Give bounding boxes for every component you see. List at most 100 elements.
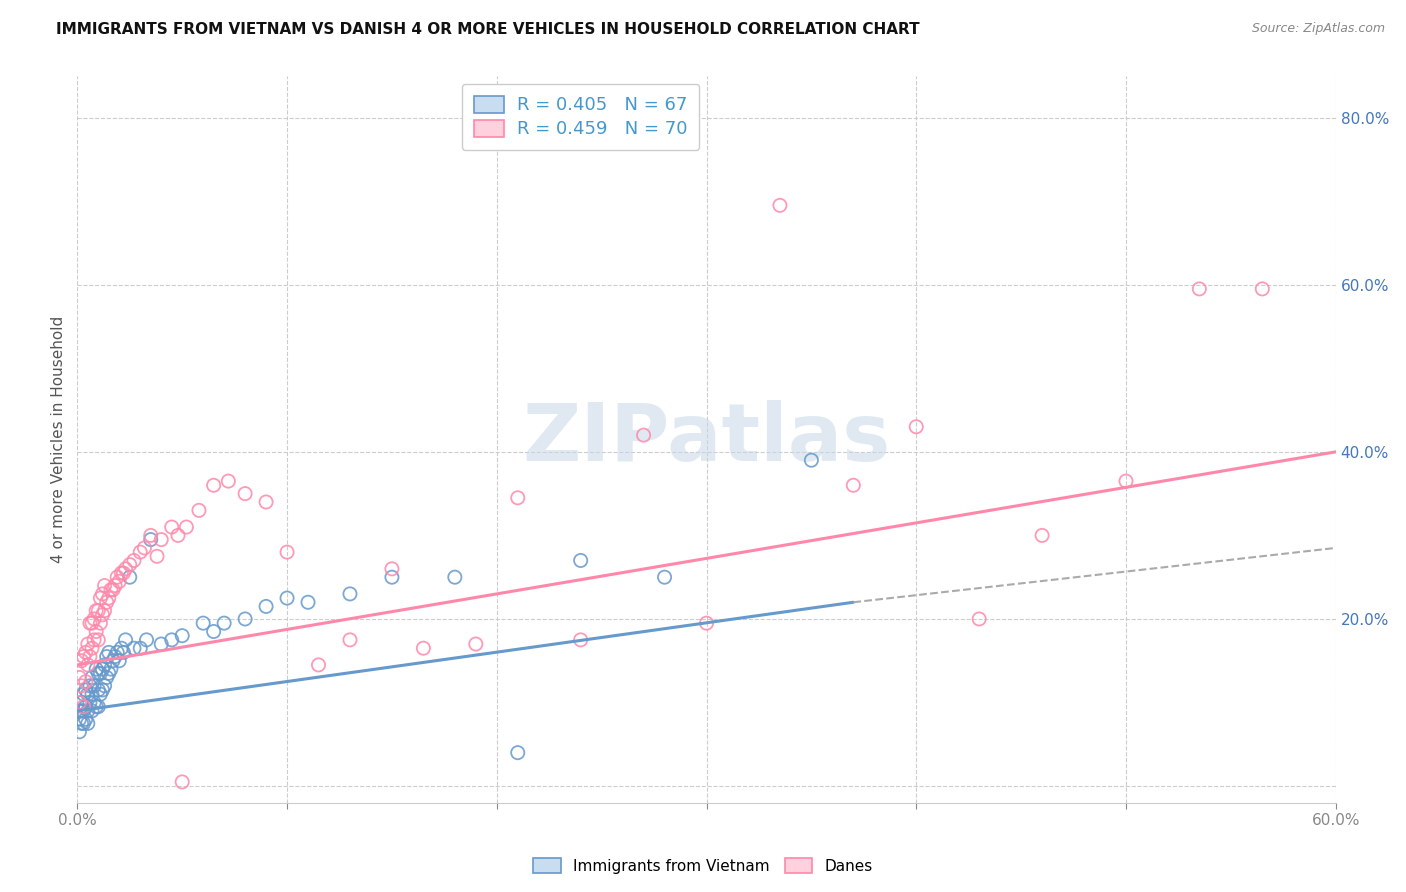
Point [188, 503, 211, 517]
Point [67, 696, 90, 710]
Point [202, 624, 225, 639]
Point [91, 662, 114, 676]
Point [254, 495, 277, 509]
Point [339, 587, 361, 601]
Point [75, 645, 97, 659]
Point [254, 599, 277, 614]
Point [633, 428, 655, 442]
Point [146, 549, 169, 564]
Point [160, 632, 183, 647]
Point [80, 687, 103, 701]
Point [97, 666, 120, 681]
Point [769, 198, 792, 212]
Point [308, 657, 330, 672]
Point [89, 616, 111, 631]
Point [87, 699, 110, 714]
Point [80, 704, 103, 718]
Point [139, 533, 162, 547]
Point [89, 591, 111, 605]
Point [122, 641, 145, 656]
Point [93, 604, 115, 618]
Point [72, 704, 94, 718]
Point [118, 558, 141, 572]
Point [150, 637, 173, 651]
Point [135, 632, 157, 647]
Point [80, 670, 103, 684]
Point [83, 696, 105, 710]
Point [97, 591, 120, 605]
Point [67, 670, 90, 684]
Point [87, 632, 110, 647]
Point [96, 595, 118, 609]
Point [79, 679, 101, 693]
Point [172, 629, 194, 643]
Point [100, 662, 122, 676]
Point [842, 478, 865, 492]
Point [83, 679, 105, 693]
Point [569, 553, 592, 567]
Point [76, 687, 98, 701]
Point [191, 616, 215, 631]
Point [139, 528, 162, 542]
Point [89, 687, 111, 701]
Point [506, 746, 529, 760]
Point [104, 578, 127, 592]
Point [70, 696, 93, 710]
Y-axis label: 4 or more Vehicles in Household: 4 or more Vehicles in Household [51, 316, 66, 563]
Point [80, 641, 103, 656]
Point [72, 649, 94, 664]
Point [104, 649, 127, 664]
Point [444, 570, 467, 584]
Point [76, 704, 98, 718]
Point [75, 712, 97, 726]
Point [79, 616, 101, 631]
Point [76, 637, 98, 651]
Point [101, 654, 124, 668]
Point [75, 699, 97, 714]
Point [91, 683, 114, 698]
Point [100, 582, 122, 597]
Point [91, 607, 114, 622]
Point [75, 683, 97, 698]
Point [83, 612, 105, 626]
Point [79, 649, 101, 664]
Point [70, 716, 93, 731]
Point [176, 520, 198, 534]
Point [114, 632, 136, 647]
Point [967, 612, 990, 626]
Point [101, 582, 124, 597]
Point [276, 545, 298, 559]
Point [110, 641, 132, 656]
Point [96, 649, 118, 664]
Point [87, 604, 110, 618]
Point [112, 566, 135, 580]
Point [70, 654, 93, 668]
Point [105, 570, 128, 584]
Point [105, 645, 128, 659]
Point [654, 570, 676, 584]
Point [381, 570, 404, 584]
Point [84, 662, 107, 676]
Point [160, 520, 183, 534]
Point [1031, 528, 1053, 542]
Point [1115, 474, 1137, 488]
Point [150, 533, 173, 547]
Point [79, 696, 101, 710]
Point [80, 616, 103, 631]
Point [83, 632, 105, 647]
Point [72, 687, 94, 701]
Point [1251, 282, 1274, 296]
Point [506, 491, 529, 505]
Point [134, 541, 156, 555]
Point [93, 679, 115, 693]
Point [112, 645, 135, 659]
Point [96, 670, 118, 684]
Point [84, 604, 107, 618]
Point [129, 545, 152, 559]
Point [1188, 282, 1211, 296]
Point [233, 486, 256, 500]
Point [76, 657, 98, 672]
Point [72, 716, 94, 731]
Point [122, 553, 145, 567]
Point [297, 595, 319, 609]
